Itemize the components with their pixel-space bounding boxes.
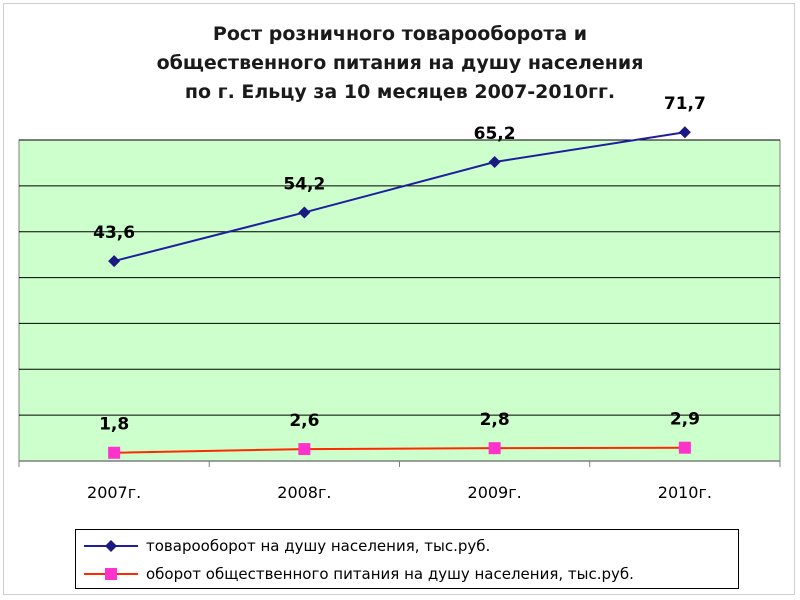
legend-label-catering: оборот общественного питания на душу нас… <box>146 565 634 583</box>
data-point-marker <box>678 126 691 139</box>
data-label: 71,7 <box>664 94 706 114</box>
data-point-marker <box>298 443 311 456</box>
data-label: 65,2 <box>474 124 516 144</box>
plot-area <box>18 139 781 462</box>
legend-label-sales: товарооборот на душу населения, тыс.руб. <box>146 537 491 555</box>
data-point-marker <box>488 156 501 169</box>
chart-title: Рост розничного товарооборота и обществе… <box>0 20 800 107</box>
data-point-marker <box>298 206 311 219</box>
data-label: 43,6 <box>93 223 135 243</box>
data-point-marker <box>108 255 121 268</box>
x-tick-label: 2009г. <box>468 483 522 502</box>
chart-title-line-1: Рост розничного товарооборота и <box>212 23 588 45</box>
data-label: 1,8 <box>99 415 129 435</box>
x-tick-label: 2007г. <box>87 483 141 502</box>
chart-title-line-2: общественного питания на душу населения <box>156 52 644 74</box>
chart-title-line-3: по г. Ельцу за 10 месяцев 2007-2010гг. <box>184 81 616 103</box>
data-point-marker <box>678 441 691 454</box>
data-label: 2,6 <box>289 411 319 431</box>
data-label: 2,9 <box>670 410 700 430</box>
legend-swatch-sales-icon <box>84 540 138 552</box>
data-point-marker <box>108 446 121 459</box>
data-label: 2,8 <box>480 410 510 430</box>
legend-item-sales: товарооборот на душу населения, тыс.руб. <box>76 534 490 558</box>
chart-legend: товарооборот на душу населения, тыс.руб.… <box>75 529 739 589</box>
series-line-1 <box>114 446 685 454</box>
legend-item-catering: оборот общественного питания на душу нас… <box>76 562 634 586</box>
data-point-marker <box>488 442 501 455</box>
x-tick-label: 2008г. <box>277 483 331 502</box>
legend-swatch-catering-icon <box>84 568 138 580</box>
data-label: 54,2 <box>283 174 325 194</box>
x-tick-label: 2010г. <box>658 483 712 502</box>
series-line-0 <box>113 131 686 263</box>
